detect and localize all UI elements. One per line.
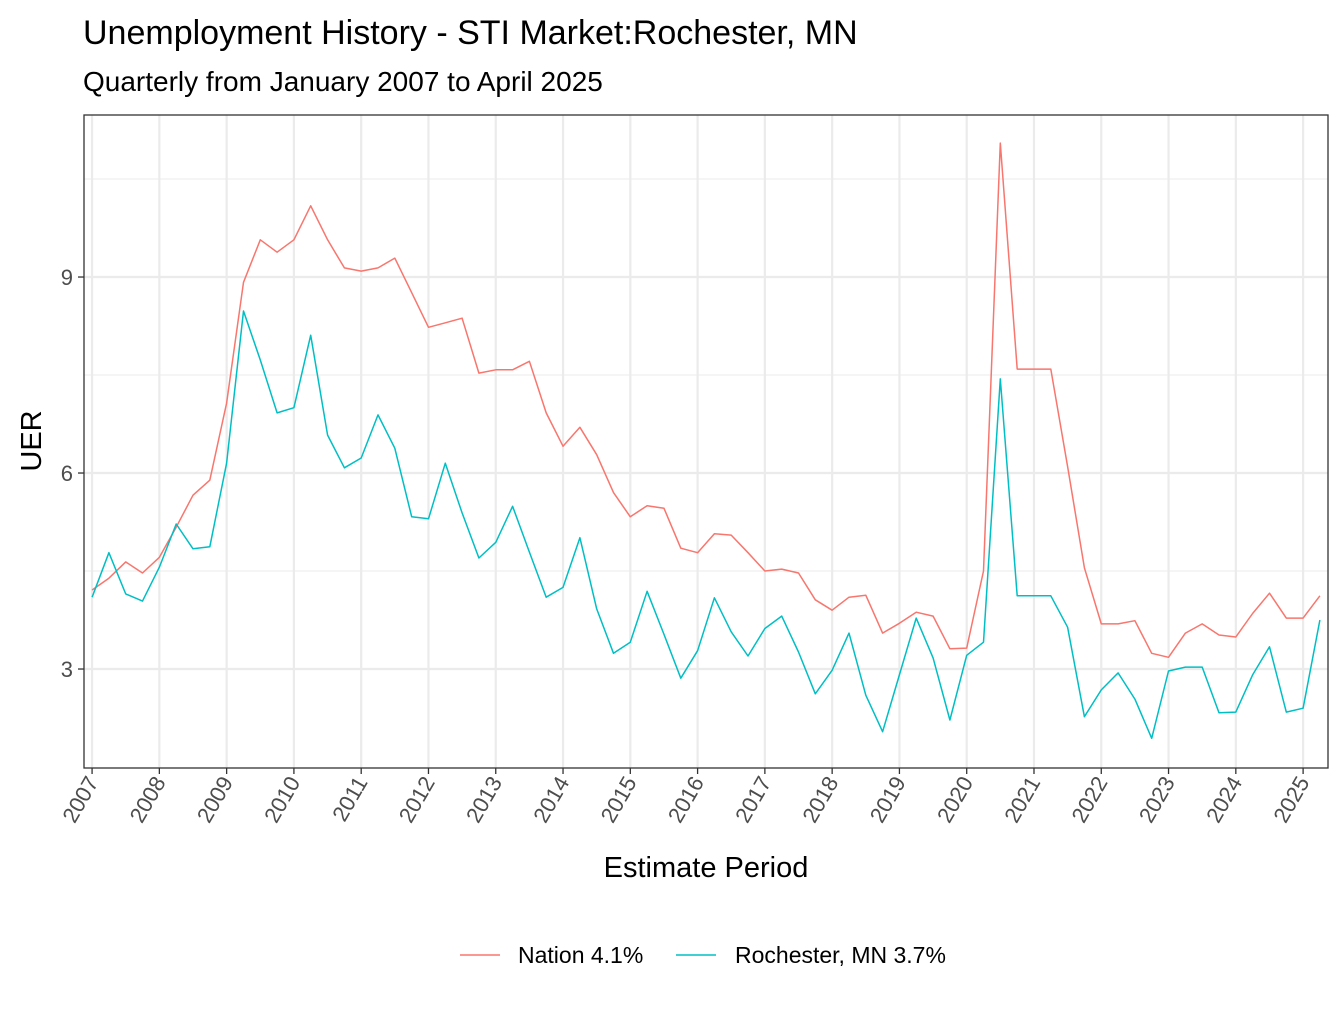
- x-tick-label: 2014: [528, 772, 574, 827]
- x-tick-label: 2013: [461, 772, 507, 827]
- x-tick-label: 2009: [192, 772, 238, 827]
- y-tick-label: 6: [61, 461, 73, 486]
- x-tick-label: 2021: [999, 772, 1045, 827]
- x-tick-label: 2023: [1134, 772, 1180, 827]
- x-tick-label: 2017: [730, 772, 776, 827]
- x-tick-label: 2024: [1201, 772, 1247, 827]
- y-tick-label: 9: [61, 265, 73, 290]
- x-tick-label: 2016: [663, 772, 709, 827]
- panel-border: [83, 114, 1329, 769]
- grid-lines: [84, 115, 1328, 768]
- x-tick-label: 2015: [596, 772, 642, 827]
- y-tick-label: 3: [61, 657, 73, 682]
- x-tick-label: 2010: [259, 772, 305, 827]
- x-tick-label: 2020: [932, 772, 978, 827]
- x-tick-label: 2018: [797, 772, 843, 827]
- legend-label-nation: Nation 4.1%: [518, 942, 643, 968]
- x-tick-label: 2011: [327, 772, 372, 825]
- series-line-rochester: [91, 310, 1321, 740]
- series-line-nation: [91, 142, 1321, 659]
- x-tick-label: 2007: [57, 772, 103, 827]
- x-axis-title: Estimate Period: [604, 852, 809, 884]
- legend: Nation 4.1% Rochester, MN 3.7%: [460, 942, 946, 968]
- chart-subtitle: Quarterly from January 2007 to April 202…: [83, 66, 603, 97]
- x-tick-label: 2008: [125, 772, 171, 827]
- y-axis: 3 6 9: [61, 265, 84, 682]
- chart-title: Unemployment History - STI Market:Roches…: [83, 14, 858, 52]
- x-tick-label: 2012: [394, 772, 440, 827]
- y-axis-title: UER: [16, 410, 48, 471]
- x-tick-label: 2022: [1066, 772, 1112, 827]
- x-tick-label: 2025: [1268, 772, 1314, 827]
- series-lines: [91, 142, 1321, 740]
- x-axis: 2007 2008 2009 2010 2011 2012 2013 2014 2015 2016…: [57, 768, 1314, 827]
- legend-label-rochester: Rochester, MN 3.7%: [735, 942, 946, 968]
- x-tick-label: 2019: [865, 772, 911, 827]
- plot-panel: [84, 115, 1328, 768]
